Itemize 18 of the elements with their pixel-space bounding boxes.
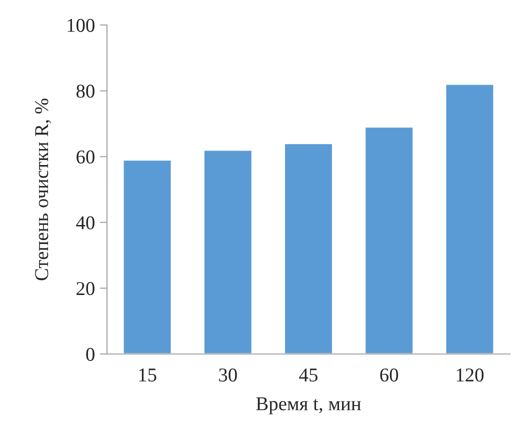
x-tick-label: 60 <box>380 368 398 382</box>
y-axis-title: Степень очистки R, % <box>35 98 51 280</box>
x-tick-label: 45 <box>299 368 318 382</box>
y-tick-label: 60 <box>76 150 94 164</box>
x-axis-title: Время t, мин <box>256 397 361 414</box>
x-tick-label: 120 <box>456 368 484 382</box>
x-tick-label: 15 <box>139 368 156 382</box>
bar <box>284 142 334 354</box>
x-tick-label: 30 <box>219 368 237 382</box>
y-tick-label: 80 <box>76 84 94 98</box>
bar <box>444 84 495 354</box>
y-tick-label: 40 <box>76 216 94 230</box>
y-tick-label: 100 <box>68 18 94 32</box>
bar <box>203 149 253 354</box>
y-tick-label: 0 <box>86 348 94 361</box>
bar <box>122 159 172 354</box>
y-tick-label: 20 <box>76 282 94 296</box>
bar <box>364 126 414 354</box>
